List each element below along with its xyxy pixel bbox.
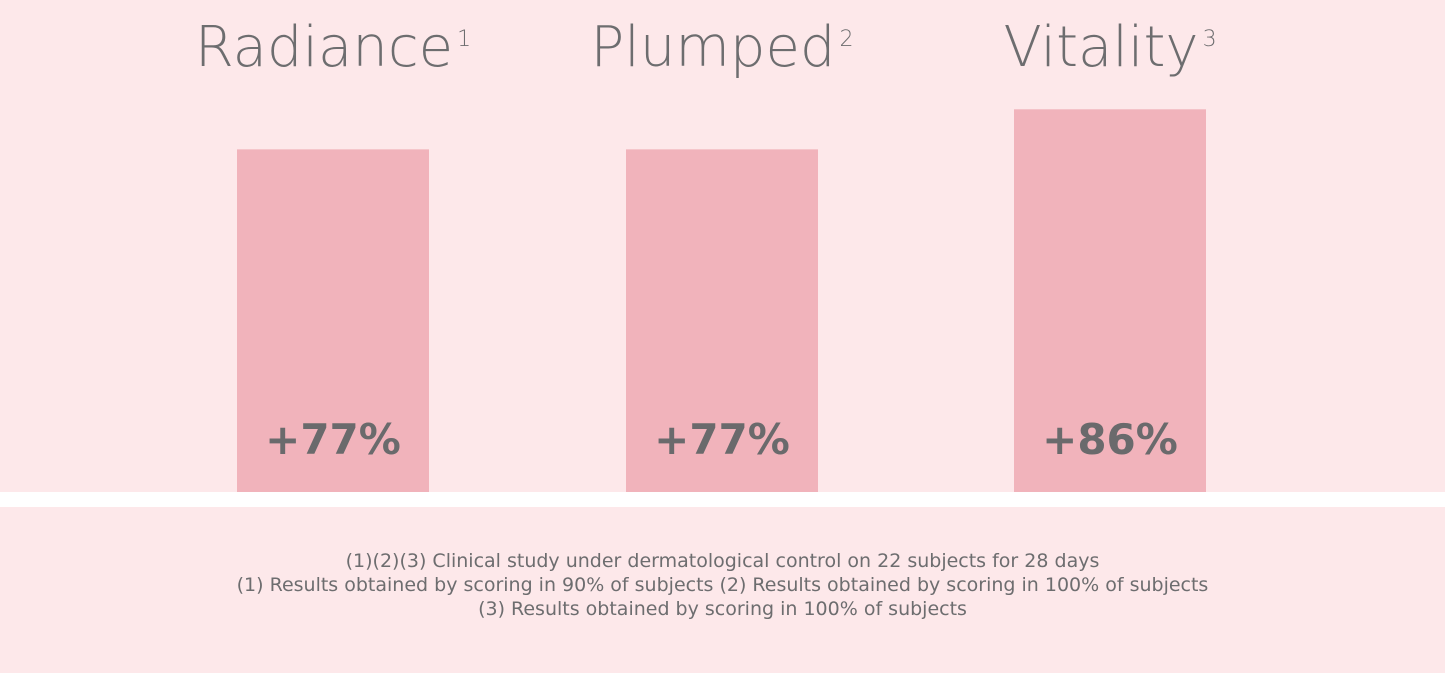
divider [0, 492, 1445, 507]
bar-radiance [237, 149, 429, 492]
footnote-line: (3) Results obtained by scoring in 100% … [478, 598, 967, 620]
footnote-line: (1) Results obtained by scoring in 90% o… [236, 574, 1209, 596]
chart-svg: Radiance 1 +77% Plumped 2 +77% Vitality 3 +86% [195, 15, 1217, 492]
category-label: Plumped 2 [591, 15, 854, 80]
bar-plumped [626, 149, 818, 492]
footnotes: (1)(2)(3) Clinical study under dermatolo… [0, 507, 1445, 673]
bar-chart: Radiance 1 +77% Plumped 2 +77% Vitality 3 +86% [194, 15, 1217, 492]
bar-vitality [1014, 109, 1206, 492]
data-label: +77% [265, 415, 401, 464]
category-label: Radiance 1 [195, 15, 471, 80]
data-label: +77% [654, 415, 790, 464]
category-label: Vitality 3 [1003, 15, 1216, 80]
data-label: +86% [1042, 415, 1178, 464]
footnote-line: (1)(2)(3) Clinical study under dermatolo… [345, 550, 1100, 572]
